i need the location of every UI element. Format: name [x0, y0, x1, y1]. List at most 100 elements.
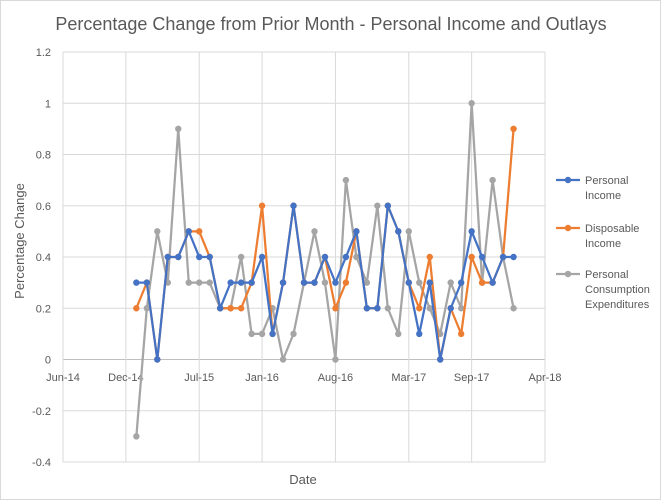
- x-axis-label: Date: [289, 472, 316, 487]
- data-point: [332, 356, 339, 363]
- data-point: [510, 125, 517, 133]
- data-point: [457, 279, 465, 286]
- data-point: [196, 253, 203, 261]
- x-tick-label: Dec-14: [108, 372, 143, 384]
- data-point: [227, 279, 234, 286]
- data-point: [384, 305, 392, 312]
- data-point: [384, 202, 392, 209]
- data-point: [416, 305, 423, 312]
- x-tick-label: Apr-18: [528, 372, 561, 384]
- data-point: [353, 253, 360, 261]
- data-point: [237, 305, 245, 312]
- y-tick-label: 1: [45, 98, 51, 110]
- chart-title: Percentage Change from Prior Month - Per…: [55, 14, 606, 34]
- legend-marker: [564, 270, 572, 278]
- data-point: [300, 279, 308, 286]
- data-point: [269, 330, 276, 338]
- data-point: [133, 279, 140, 286]
- legend-label: Disposable: [585, 223, 639, 235]
- data-point: [468, 228, 475, 235]
- y-tick-label: 0.6: [36, 201, 51, 213]
- data-point: [478, 279, 486, 286]
- legend-label: Personal: [585, 269, 628, 281]
- data-point: [258, 202, 266, 209]
- legend: Personal Income Disposable Income Personal Co…: [556, 175, 650, 311]
- data-point: [258, 253, 266, 261]
- data-point: [164, 253, 171, 261]
- data-point: [216, 305, 224, 312]
- data-point: [395, 228, 402, 235]
- data-point: [437, 356, 444, 363]
- data-point: [133, 305, 140, 312]
- data-point: [133, 433, 140, 440]
- data-point: [237, 253, 245, 261]
- data-point: [342, 279, 350, 286]
- y-tick-label: -0.2: [32, 406, 51, 418]
- y-tick-label: -0.4: [32, 457, 51, 469]
- data-point: [363, 279, 371, 286]
- data-point: [248, 279, 255, 286]
- x-tick-label: Jun-14: [46, 372, 80, 384]
- data-point: [457, 330, 465, 338]
- data-point: [175, 125, 182, 133]
- data-point: [489, 176, 496, 184]
- y-axis-ticks: 1.2 1 0.8 0.6 0.4 0.2 0 -0.2 -0.4: [32, 47, 51, 469]
- data-point: [154, 228, 161, 235]
- data-point: [248, 330, 255, 338]
- data-point: [175, 253, 182, 261]
- data-point: [468, 100, 475, 107]
- data-point: [416, 330, 423, 338]
- data-point: [321, 253, 329, 261]
- x-tick-label: Aug-16: [318, 372, 353, 384]
- data-point: [468, 253, 475, 261]
- data-point: [290, 330, 297, 338]
- data-point: [416, 279, 423, 286]
- data-point: [426, 279, 433, 286]
- legend-label: Income: [585, 190, 621, 202]
- legend-marker: [564, 176, 572, 184]
- data-point: [342, 253, 350, 261]
- data-point: [290, 202, 297, 209]
- data-point: [447, 305, 454, 312]
- data-point: [143, 279, 151, 286]
- y-tick-label: 0.4: [36, 252, 51, 264]
- data-point: [321, 279, 329, 286]
- data-point: [279, 356, 287, 363]
- data-point: [206, 253, 213, 261]
- x-tick-label: Jul-15: [184, 372, 214, 384]
- data-point: [457, 305, 465, 312]
- legend-marker: [564, 224, 572, 232]
- data-point: [510, 305, 517, 312]
- data-point: [405, 279, 412, 286]
- data-point: [489, 279, 496, 286]
- data-point: [426, 305, 433, 312]
- data-point: [154, 356, 161, 363]
- data-point: [196, 228, 203, 235]
- data-point: [185, 228, 192, 235]
- legend-label: Income: [585, 238, 621, 250]
- data-point: [363, 305, 371, 312]
- data-point: [227, 305, 234, 312]
- data-point: [353, 228, 360, 235]
- y-tick-label: 0.2: [36, 303, 51, 315]
- legend-label: Personal: [585, 175, 628, 187]
- series-line: [135, 102, 515, 437]
- data-point: [499, 253, 507, 261]
- data-point: [395, 330, 402, 338]
- y-tick-label: 0: [45, 355, 51, 367]
- legend-label: Expenditures: [585, 299, 650, 311]
- data-point: [279, 279, 287, 286]
- data-point: [185, 279, 192, 286]
- y-axis-label: Percentage Change: [12, 183, 27, 299]
- data-point: [426, 253, 433, 261]
- data-point: [510, 253, 517, 261]
- data-point: [237, 279, 245, 286]
- y-tick-label: 1.2: [36, 47, 51, 59]
- data-point: [258, 330, 266, 338]
- data-point: [374, 305, 381, 312]
- data-point: [311, 279, 318, 286]
- data-point: [332, 305, 339, 312]
- x-tick-label: Mar-17: [391, 372, 426, 384]
- x-tick-label: Jan-16: [245, 372, 279, 384]
